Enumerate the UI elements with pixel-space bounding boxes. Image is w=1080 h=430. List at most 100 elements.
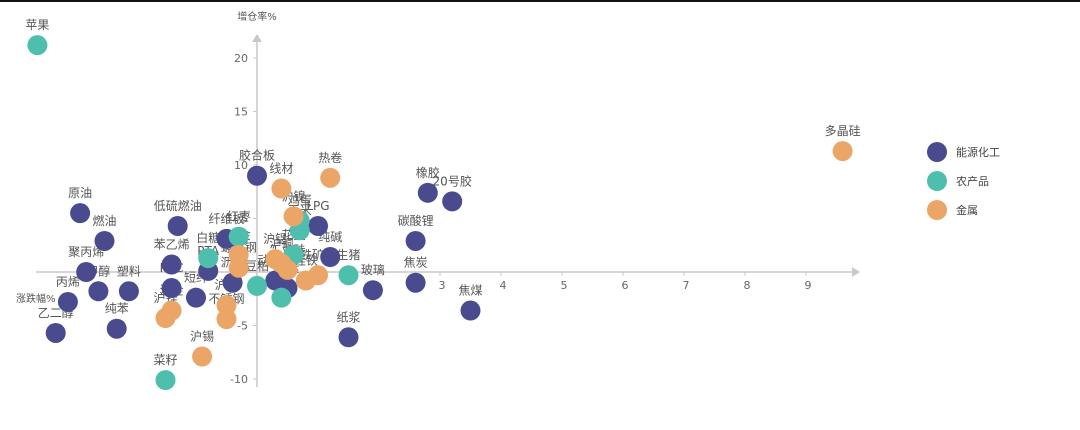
data-point[interactable]: [832, 141, 853, 162]
data-point[interactable]: [161, 300, 182, 321]
data-point[interactable]: [94, 230, 115, 251]
top-border-line: [0, 0, 1080, 2]
data-point-label: 菜籽: [153, 353, 177, 367]
x-tick-label: 5: [561, 279, 568, 292]
y-axis-arrow: [252, 34, 262, 42]
data-point[interactable]: [216, 295, 237, 316]
data-point[interactable]: [45, 322, 66, 343]
x-tick-label: 6: [622, 279, 629, 292]
x-axis-title: 涨跌幅%: [16, 292, 56, 305]
data-point[interactable]: [186, 287, 206, 308]
point-labels: 胶合板原油燃油低硫燃油聚丙烯甲醇丙烯塑料乙二醇纯苯苯乙烯PVC短纤纤维板沥青PT…: [25, 18, 860, 367]
data-point-label: LPG: [306, 199, 329, 213]
data-point[interactable]: [76, 262, 97, 282]
data-point[interactable]: [70, 203, 91, 224]
data-point-label: 热卷: [318, 150, 342, 165]
legend-label[interactable]: 农产品: [956, 174, 989, 188]
data-point[interactable]: [222, 272, 243, 293]
x-tick-label: 3: [439, 279, 446, 292]
data-point[interactable]: [161, 278, 182, 299]
data-point[interactable]: [228, 226, 249, 247]
data-point-label: 低硫燃油: [154, 198, 202, 213]
data-point-label: 焦煤: [458, 284, 482, 298]
data-point[interactable]: [228, 244, 249, 265]
data-point-label: 苹果: [25, 18, 49, 32]
data-point[interactable]: [405, 230, 426, 251]
data-point[interactable]: [271, 178, 292, 199]
data-point[interactable]: [106, 318, 127, 339]
data-point[interactable]: [442, 191, 463, 212]
data-point[interactable]: [216, 309, 237, 330]
axes: 3 4 5 6 7 8 9 20 15 10 5 -5 -10 增仓率% 涨跌幅%: [16, 10, 860, 387]
data-point[interactable]: [320, 247, 341, 268]
data-point[interactable]: [277, 259, 298, 280]
data-point[interactable]: [57, 291, 78, 312]
x-tick-label: 4: [500, 279, 507, 292]
legend-swatch[interactable]: [927, 171, 947, 191]
data-point-label: 胶合板: [239, 148, 275, 163]
data-point[interactable]: [198, 248, 219, 269]
data-point-label: 纤维板: [208, 212, 244, 226]
data-point[interactable]: [338, 327, 359, 348]
data-points: [27, 35, 853, 391]
data-point[interactable]: [167, 215, 188, 236]
x-axis-arrow: [852, 267, 860, 277]
data-point-label: 豆粕: [245, 258, 269, 273]
y-axis-title: 增仓率%: [237, 10, 277, 23]
legend-label[interactable]: 能源化工: [956, 145, 1000, 159]
data-point[interactable]: [362, 280, 383, 301]
data-point[interactable]: [247, 275, 267, 296]
y-tick-label: -10: [230, 373, 248, 386]
data-point[interactable]: [155, 370, 176, 391]
data-point[interactable]: [308, 215, 328, 236]
data-point-label: 鸡蛋: [288, 193, 312, 208]
data-point-label: 生猪: [336, 248, 360, 262]
data-point[interactable]: [271, 287, 292, 308]
data-point-label: 线材: [269, 162, 293, 176]
y-tick-label: 5: [241, 213, 248, 226]
data-point-label: 纯苯: [105, 302, 129, 316]
data-point[interactable]: [88, 281, 109, 302]
data-point-label: 塑料: [117, 263, 141, 278]
legend-label[interactable]: 金属: [956, 203, 978, 217]
data-point-label: 碳酸锂: [398, 213, 434, 228]
data-point[interactable]: [417, 182, 438, 203]
data-point[interactable]: [161, 254, 182, 275]
legend-swatch[interactable]: [927, 200, 947, 220]
data-point[interactable]: [405, 272, 426, 293]
data-point-label: 玻璃: [361, 263, 385, 277]
data-point[interactable]: [338, 265, 359, 286]
data-point-label: 白糖: [196, 230, 220, 245]
data-point-label: 原油: [68, 186, 92, 200]
data-point-label: 苯乙烯: [154, 238, 190, 252]
data-point-label: 聚丙烯: [68, 245, 104, 259]
y-tick-label: -5: [237, 320, 248, 333]
y-tick-label: 20: [234, 52, 248, 65]
data-point-label: 丙烯: [56, 275, 80, 289]
data-point[interactable]: [320, 167, 341, 188]
y-tick-label: 10: [234, 159, 248, 172]
data-point-label: 沪铜: [269, 235, 293, 250]
y-tick-label: 15: [234, 106, 248, 119]
data-point-label: 沪锡: [190, 329, 214, 344]
data-point-label: 燃油: [92, 213, 116, 228]
data-point[interactable]: [27, 35, 48, 56]
data-point-label: 多晶硅: [825, 124, 861, 138]
data-point[interactable]: [460, 300, 481, 321]
data-point-label: 红枣: [227, 209, 251, 224]
x-tick-label: 8: [744, 279, 751, 292]
x-tick-label: 7: [683, 279, 690, 292]
x-tick-label: 9: [805, 279, 812, 292]
data-point[interactable]: [247, 165, 267, 186]
data-point-label: 焦炭: [404, 256, 428, 270]
data-point-label: 20号胶: [433, 173, 472, 188]
data-point[interactable]: [295, 270, 316, 291]
data-point[interactable]: [118, 281, 139, 302]
legend-swatch[interactable]: [927, 142, 947, 162]
data-point-label: 沪铝: [263, 231, 287, 246]
data-point-label: 橡胶: [416, 165, 440, 180]
data-point[interactable]: [192, 346, 213, 367]
data-point[interactable]: [283, 206, 304, 227]
